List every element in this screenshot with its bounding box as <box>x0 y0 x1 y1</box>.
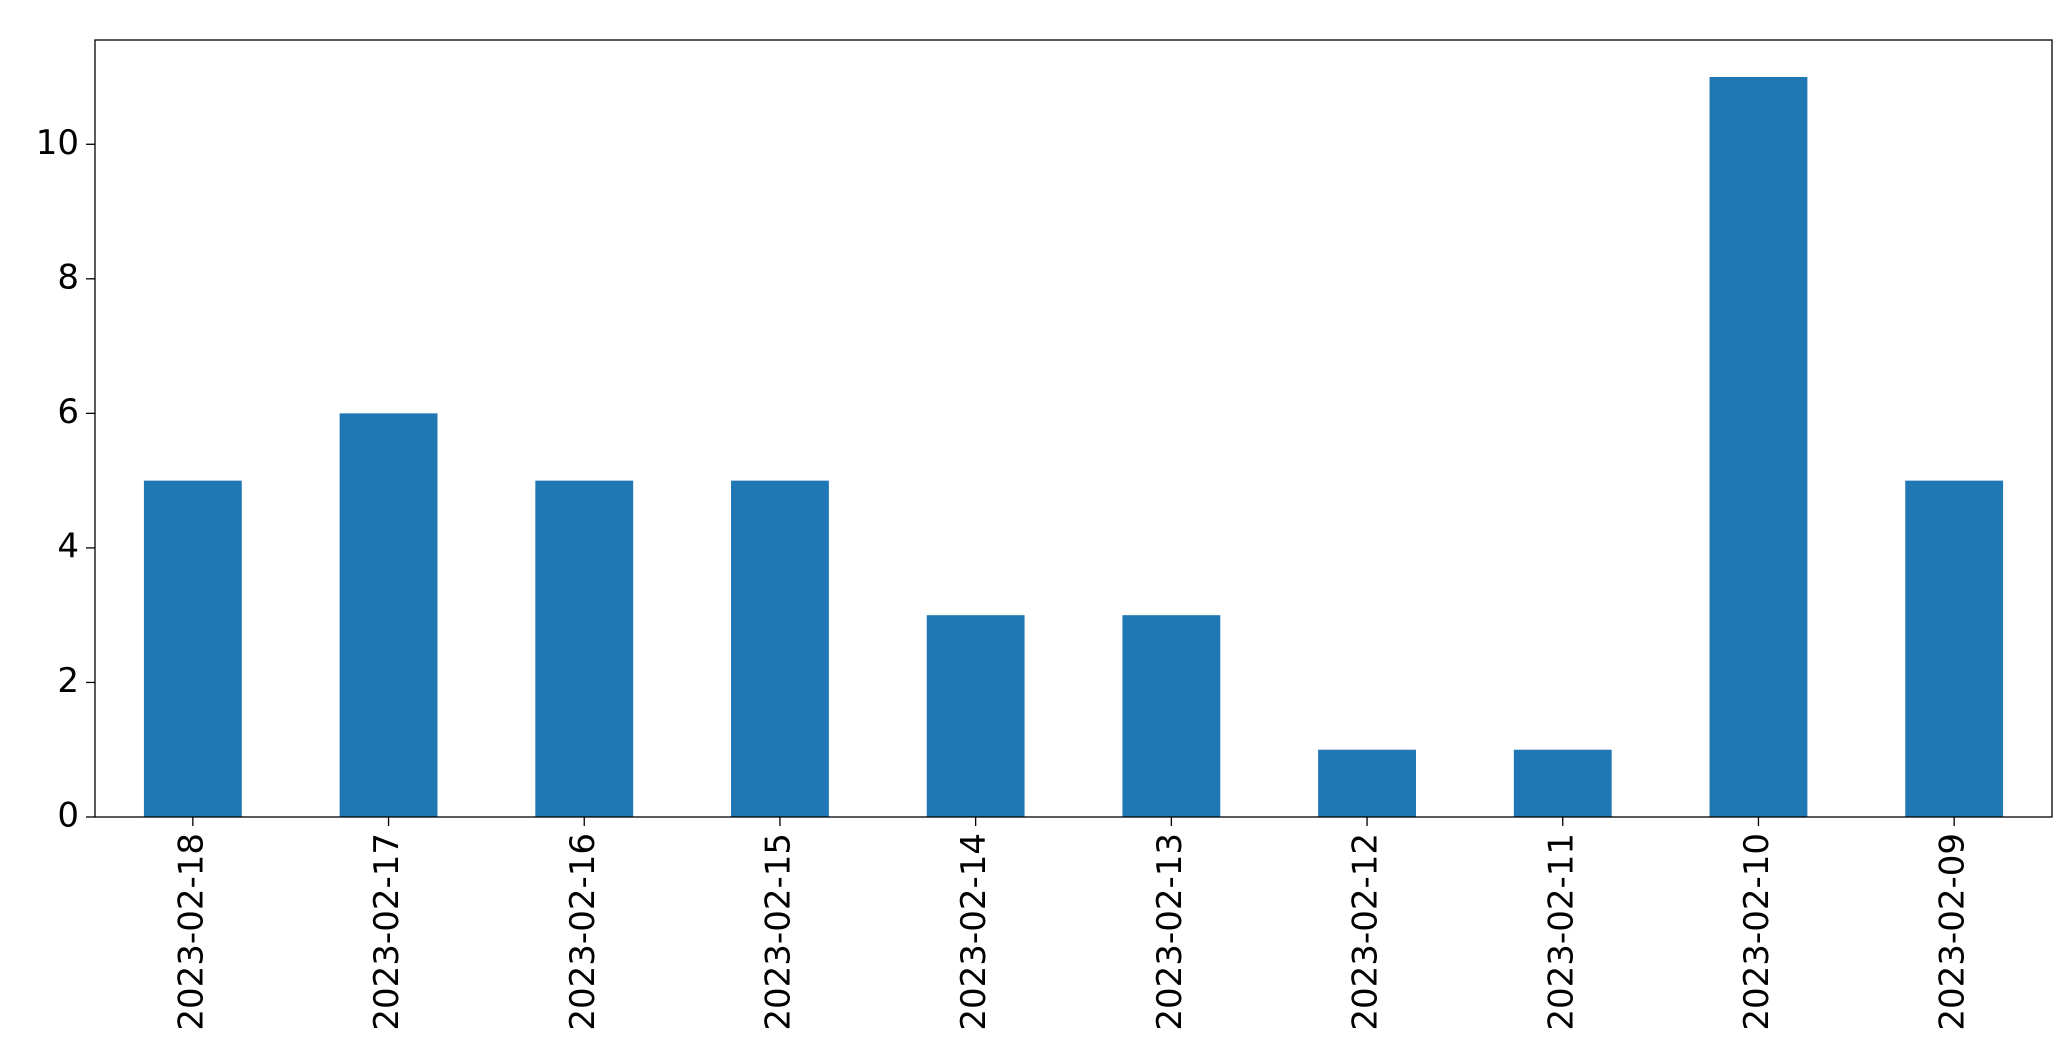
x-tick-label: 2023-02-12 <box>1346 833 1386 1031</box>
x-tick-label: 2023-02-18 <box>171 833 211 1031</box>
x-tick-label: 2023-02-15 <box>758 833 798 1031</box>
y-tick-label: 4 <box>57 526 79 566</box>
bar <box>535 480 634 817</box>
bar <box>926 615 1025 817</box>
bar <box>1709 77 1808 817</box>
x-tick-label: 2023-02-10 <box>1737 833 1777 1031</box>
bar <box>143 480 242 817</box>
y-tick-label: 0 <box>57 796 79 836</box>
y-tick-label: 8 <box>57 257 79 297</box>
x-tick-label: 2023-02-14 <box>954 833 994 1031</box>
y-tick-label: 2 <box>57 661 79 701</box>
x-tick-label: 2023-02-11 <box>1541 833 1581 1031</box>
plot-frame <box>94 39 2053 818</box>
bar <box>1513 749 1612 817</box>
x-tick-label: 2023-02-17 <box>367 833 407 1031</box>
x-tick-label: 2023-02-16 <box>563 833 603 1031</box>
y-tick-label: 6 <box>57 392 79 432</box>
bar <box>731 480 829 817</box>
bar <box>1905 480 2004 817</box>
bar <box>1318 749 1416 817</box>
bar <box>1122 615 1221 817</box>
y-tick-label: 10 <box>36 123 79 163</box>
x-tick-label: 2023-02-13 <box>1150 833 1190 1031</box>
x-tick-label: 2023-02-09 <box>1933 833 1973 1031</box>
bar <box>339 413 438 817</box>
